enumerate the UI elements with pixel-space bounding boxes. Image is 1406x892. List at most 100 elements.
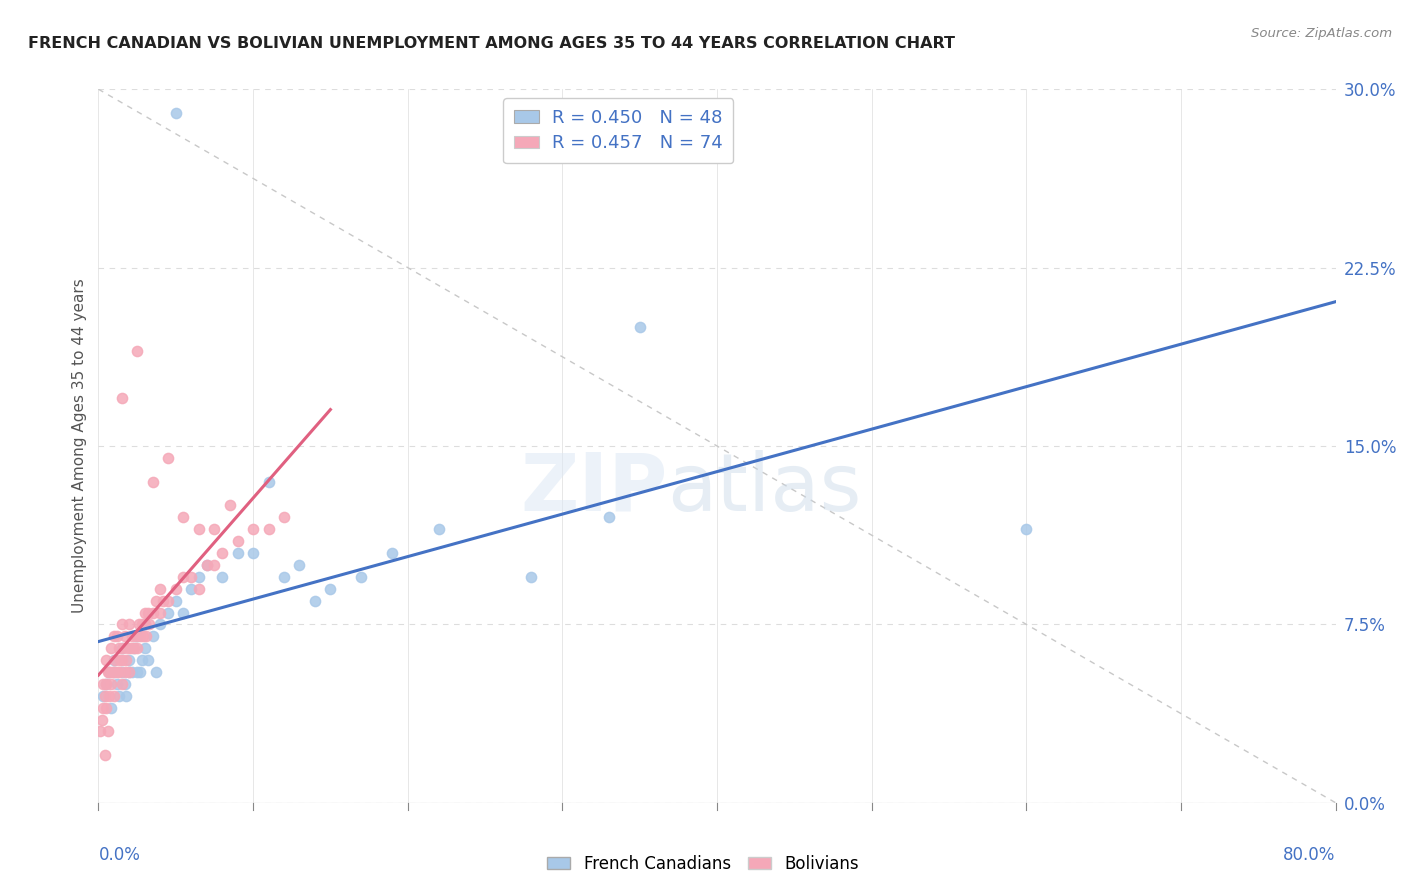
- Point: [118, 665, 141, 679]
- Point: [124, 629, 146, 643]
- Point: [381, 546, 404, 560]
- Point: [273, 570, 295, 584]
- Point: [98, 665, 121, 679]
- Point: [219, 499, 242, 513]
- Point: [157, 450, 180, 465]
- Point: [142, 606, 165, 620]
- Point: [98, 689, 121, 703]
- Point: [103, 665, 125, 679]
- Point: [173, 510, 195, 524]
- Text: atlas: atlas: [668, 450, 862, 528]
- Point: [134, 617, 156, 632]
- Point: [103, 629, 125, 643]
- Point: [103, 689, 125, 703]
- Point: [118, 665, 141, 679]
- Point: [273, 510, 295, 524]
- Text: 80.0%: 80.0%: [1284, 846, 1336, 863]
- Point: [103, 665, 125, 679]
- Point: [145, 593, 167, 607]
- Point: [127, 629, 149, 643]
- Point: [111, 617, 134, 632]
- Point: [104, 653, 127, 667]
- Point: [134, 606, 156, 620]
- Point: [136, 653, 159, 667]
- Point: [211, 570, 233, 584]
- Point: [107, 689, 129, 703]
- Point: [111, 665, 134, 679]
- Point: [114, 665, 136, 679]
- Point: [288, 558, 311, 572]
- Point: [115, 653, 138, 667]
- Point: [100, 641, 122, 656]
- Point: [304, 593, 326, 607]
- Point: [129, 665, 152, 679]
- Text: Source: ZipAtlas.com: Source: ZipAtlas.com: [1251, 27, 1392, 40]
- Point: [127, 641, 149, 656]
- Point: [204, 558, 226, 572]
- Point: [135, 629, 157, 643]
- Point: [111, 653, 134, 667]
- Point: [1015, 522, 1038, 536]
- Point: [108, 653, 131, 667]
- Point: [131, 653, 153, 667]
- Point: [112, 641, 135, 656]
- Point: [114, 629, 136, 643]
- Point: [257, 522, 280, 536]
- Point: [97, 665, 120, 679]
- Point: [628, 320, 651, 334]
- Point: [96, 700, 118, 714]
- Point: [157, 593, 180, 607]
- Point: [121, 665, 143, 679]
- Point: [98, 665, 121, 679]
- Point: [188, 522, 211, 536]
- Point: [132, 629, 155, 643]
- Legend: R = 0.450   N = 48, R = 0.457   N = 74: R = 0.450 N = 48, R = 0.457 N = 74: [503, 98, 734, 163]
- Point: [142, 629, 165, 643]
- Point: [107, 665, 129, 679]
- Text: FRENCH CANADIAN VS BOLIVIAN UNEMPLOYMENT AMONG AGES 35 TO 44 YEARS CORRELATION C: FRENCH CANADIAN VS BOLIVIAN UNEMPLOYMENT…: [28, 36, 955, 51]
- Point: [142, 475, 165, 489]
- Point: [188, 582, 211, 596]
- Point: [121, 629, 143, 643]
- Point: [427, 522, 450, 536]
- Point: [149, 617, 172, 632]
- Point: [350, 570, 373, 584]
- Point: [136, 606, 159, 620]
- Point: [111, 641, 134, 656]
- Point: [118, 653, 141, 667]
- Point: [115, 689, 138, 703]
- Point: [111, 677, 134, 691]
- Point: [96, 677, 118, 691]
- Point: [93, 748, 115, 763]
- Point: [138, 617, 160, 632]
- Point: [242, 546, 264, 560]
- Point: [226, 546, 249, 560]
- Point: [114, 677, 136, 691]
- Point: [90, 713, 112, 727]
- Point: [180, 570, 202, 584]
- Point: [319, 582, 342, 596]
- Point: [105, 629, 128, 643]
- Point: [100, 677, 122, 691]
- Point: [103, 653, 125, 667]
- Point: [226, 534, 249, 549]
- Point: [129, 629, 152, 643]
- Point: [173, 606, 195, 620]
- Y-axis label: Unemployment Among Ages 35 to 44 years: Unemployment Among Ages 35 to 44 years: [72, 278, 87, 614]
- Text: ZIP: ZIP: [520, 450, 668, 528]
- Point: [211, 546, 233, 560]
- Point: [134, 617, 156, 632]
- Point: [520, 570, 543, 584]
- Point: [195, 558, 218, 572]
- Point: [204, 522, 226, 536]
- Point: [195, 558, 218, 572]
- Point: [598, 510, 620, 524]
- Point: [118, 617, 141, 632]
- Point: [128, 617, 150, 632]
- Point: [91, 677, 114, 691]
- Point: [127, 343, 149, 358]
- Point: [180, 582, 202, 596]
- Point: [149, 582, 172, 596]
- Point: [117, 641, 139, 656]
- Point: [91, 689, 114, 703]
